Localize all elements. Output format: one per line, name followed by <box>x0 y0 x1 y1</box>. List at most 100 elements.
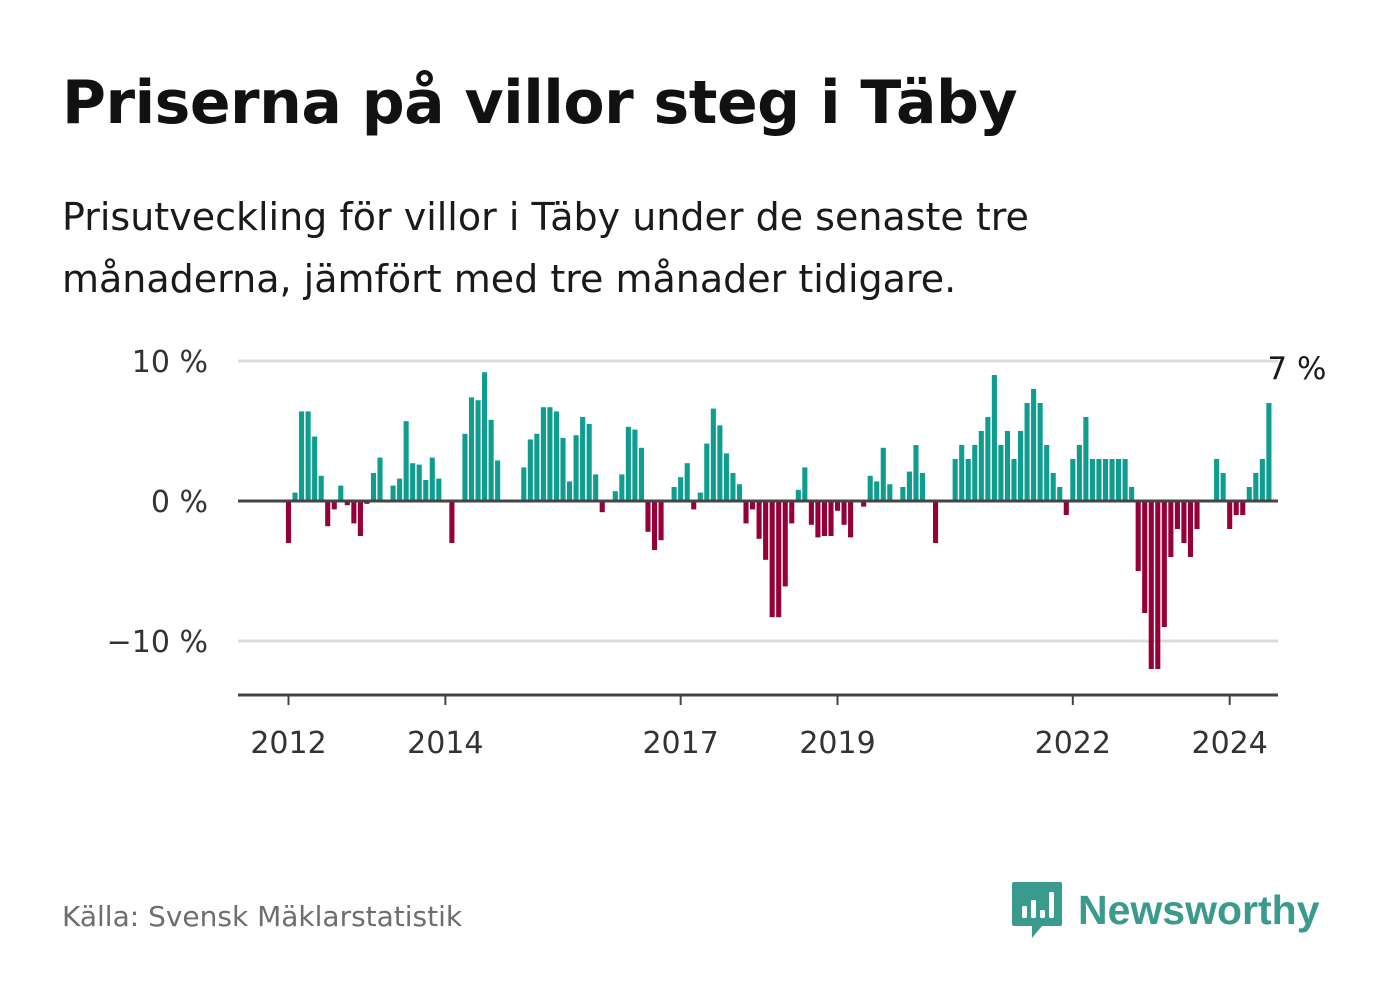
bar <box>822 501 827 536</box>
brand-name: Newsworthy <box>1078 887 1320 934</box>
bar <box>652 501 657 550</box>
bar <box>900 487 905 501</box>
bar <box>600 501 605 512</box>
bar <box>1142 501 1147 613</box>
bar <box>972 445 977 501</box>
bar <box>1090 459 1095 501</box>
x-tick-label: 2017 <box>642 726 718 761</box>
bar <box>639 448 644 501</box>
bar <box>1077 445 1082 501</box>
bar <box>1005 431 1010 501</box>
bar <box>391 486 396 501</box>
bar <box>757 501 762 539</box>
bar <box>1057 487 1062 501</box>
bar <box>1011 459 1016 501</box>
bar <box>868 476 873 501</box>
bar <box>913 445 918 501</box>
bar <box>554 411 559 501</box>
bar <box>1025 403 1030 501</box>
bar <box>874 481 879 501</box>
bar <box>1181 501 1186 543</box>
bar <box>417 465 422 501</box>
bar <box>815 501 820 537</box>
bar <box>979 431 984 501</box>
bar <box>587 424 592 501</box>
bar <box>1083 417 1088 501</box>
bar <box>920 473 925 501</box>
bar <box>730 473 735 501</box>
bar <box>763 501 768 560</box>
bar <box>528 439 533 501</box>
bar <box>319 476 324 501</box>
bar <box>1149 501 1154 669</box>
bar <box>1155 501 1160 669</box>
bar <box>1136 501 1141 571</box>
bar <box>1109 459 1114 501</box>
bar <box>1064 501 1069 515</box>
bar <box>489 420 494 501</box>
newsworthy-logo-icon <box>1010 880 1064 940</box>
bar <box>377 458 382 501</box>
bar <box>770 501 775 617</box>
bars <box>286 372 1271 669</box>
bar <box>560 438 565 501</box>
bar <box>430 458 435 501</box>
bar <box>1260 459 1265 501</box>
bar <box>933 501 938 543</box>
bar <box>828 501 833 536</box>
bar <box>449 501 454 543</box>
bar <box>1044 445 1049 501</box>
bar <box>1194 501 1199 529</box>
bar <box>567 481 572 501</box>
bar <box>907 472 912 501</box>
bar <box>685 463 690 501</box>
bar <box>358 501 363 536</box>
x-tick-label: 2014 <box>407 726 483 761</box>
bar <box>1116 459 1121 501</box>
bar <box>1103 459 1108 501</box>
bar <box>881 448 886 501</box>
bar <box>475 400 480 501</box>
bar <box>1162 501 1167 627</box>
bar <box>338 486 343 501</box>
bar <box>1253 473 1258 501</box>
bar <box>1214 459 1219 501</box>
bar <box>436 479 441 501</box>
bar <box>966 459 971 501</box>
bar <box>1070 459 1075 501</box>
bar-chart: 10 %0 %−10 %2012 2014 2017 2019 2022 20247 % <box>0 0 1382 999</box>
bar <box>711 409 716 501</box>
bar <box>1247 487 1252 501</box>
bar <box>645 501 650 532</box>
bar <box>1031 389 1036 501</box>
bar <box>743 501 748 523</box>
bar <box>574 435 579 501</box>
bar <box>809 501 814 525</box>
bar <box>959 445 964 501</box>
bar <box>1129 487 1134 501</box>
bar <box>312 437 317 501</box>
bar <box>462 434 467 501</box>
bar <box>423 480 428 501</box>
bar <box>842 501 847 525</box>
bar <box>783 501 788 586</box>
y-tick-label: 0 % <box>151 485 208 520</box>
source-note: Källa: Svensk Mäklarstatistik <box>62 900 462 933</box>
bar <box>1096 459 1101 501</box>
bar <box>371 473 376 501</box>
bar <box>953 459 958 501</box>
bar <box>1227 501 1232 529</box>
bar <box>1221 473 1226 501</box>
bar <box>672 487 677 501</box>
bar <box>1051 473 1056 501</box>
bar <box>580 417 585 501</box>
bar <box>887 484 892 501</box>
bar <box>547 407 552 501</box>
last-value-label: 7 % <box>1267 351 1326 387</box>
bar <box>717 425 722 501</box>
bar <box>1018 431 1023 501</box>
x-tick-label: 2019 <box>799 726 875 761</box>
bar <box>789 501 794 523</box>
bar <box>351 501 356 523</box>
bar <box>1266 403 1271 501</box>
